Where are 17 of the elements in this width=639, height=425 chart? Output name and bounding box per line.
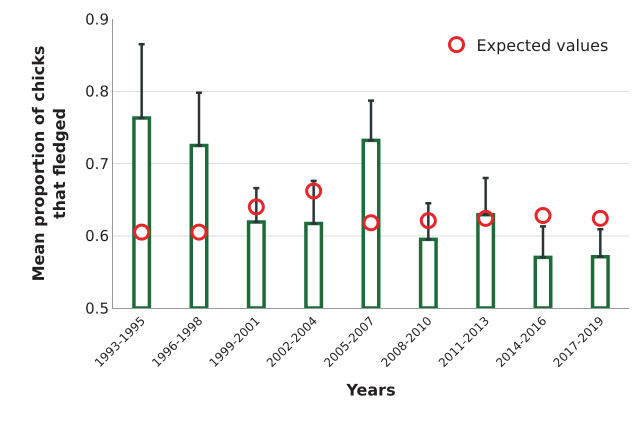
point: [420, 212, 437, 230]
point: [305, 182, 322, 200]
point: [362, 214, 380, 232]
y-tick-label: 0.6: [85, 227, 109, 245]
y-tick-label: 0.7: [85, 154, 109, 173]
x-axis-title: Years: [345, 380, 396, 400]
point: [477, 210, 494, 227]
point: [534, 207, 552, 224]
y-tick-label: 0.5: [85, 299, 109, 318]
y-axis-title: Mean proportion of chicks that fledged: [29, 46, 70, 282]
point: [133, 224, 150, 241]
point: [190, 224, 208, 241]
point: [248, 198, 265, 216]
y-tick-label: 0.8: [85, 82, 109, 100]
point: [592, 210, 609, 227]
legend-label: Expected values: [476, 36, 608, 55]
y-tick-label: 0.9: [85, 10, 109, 28]
